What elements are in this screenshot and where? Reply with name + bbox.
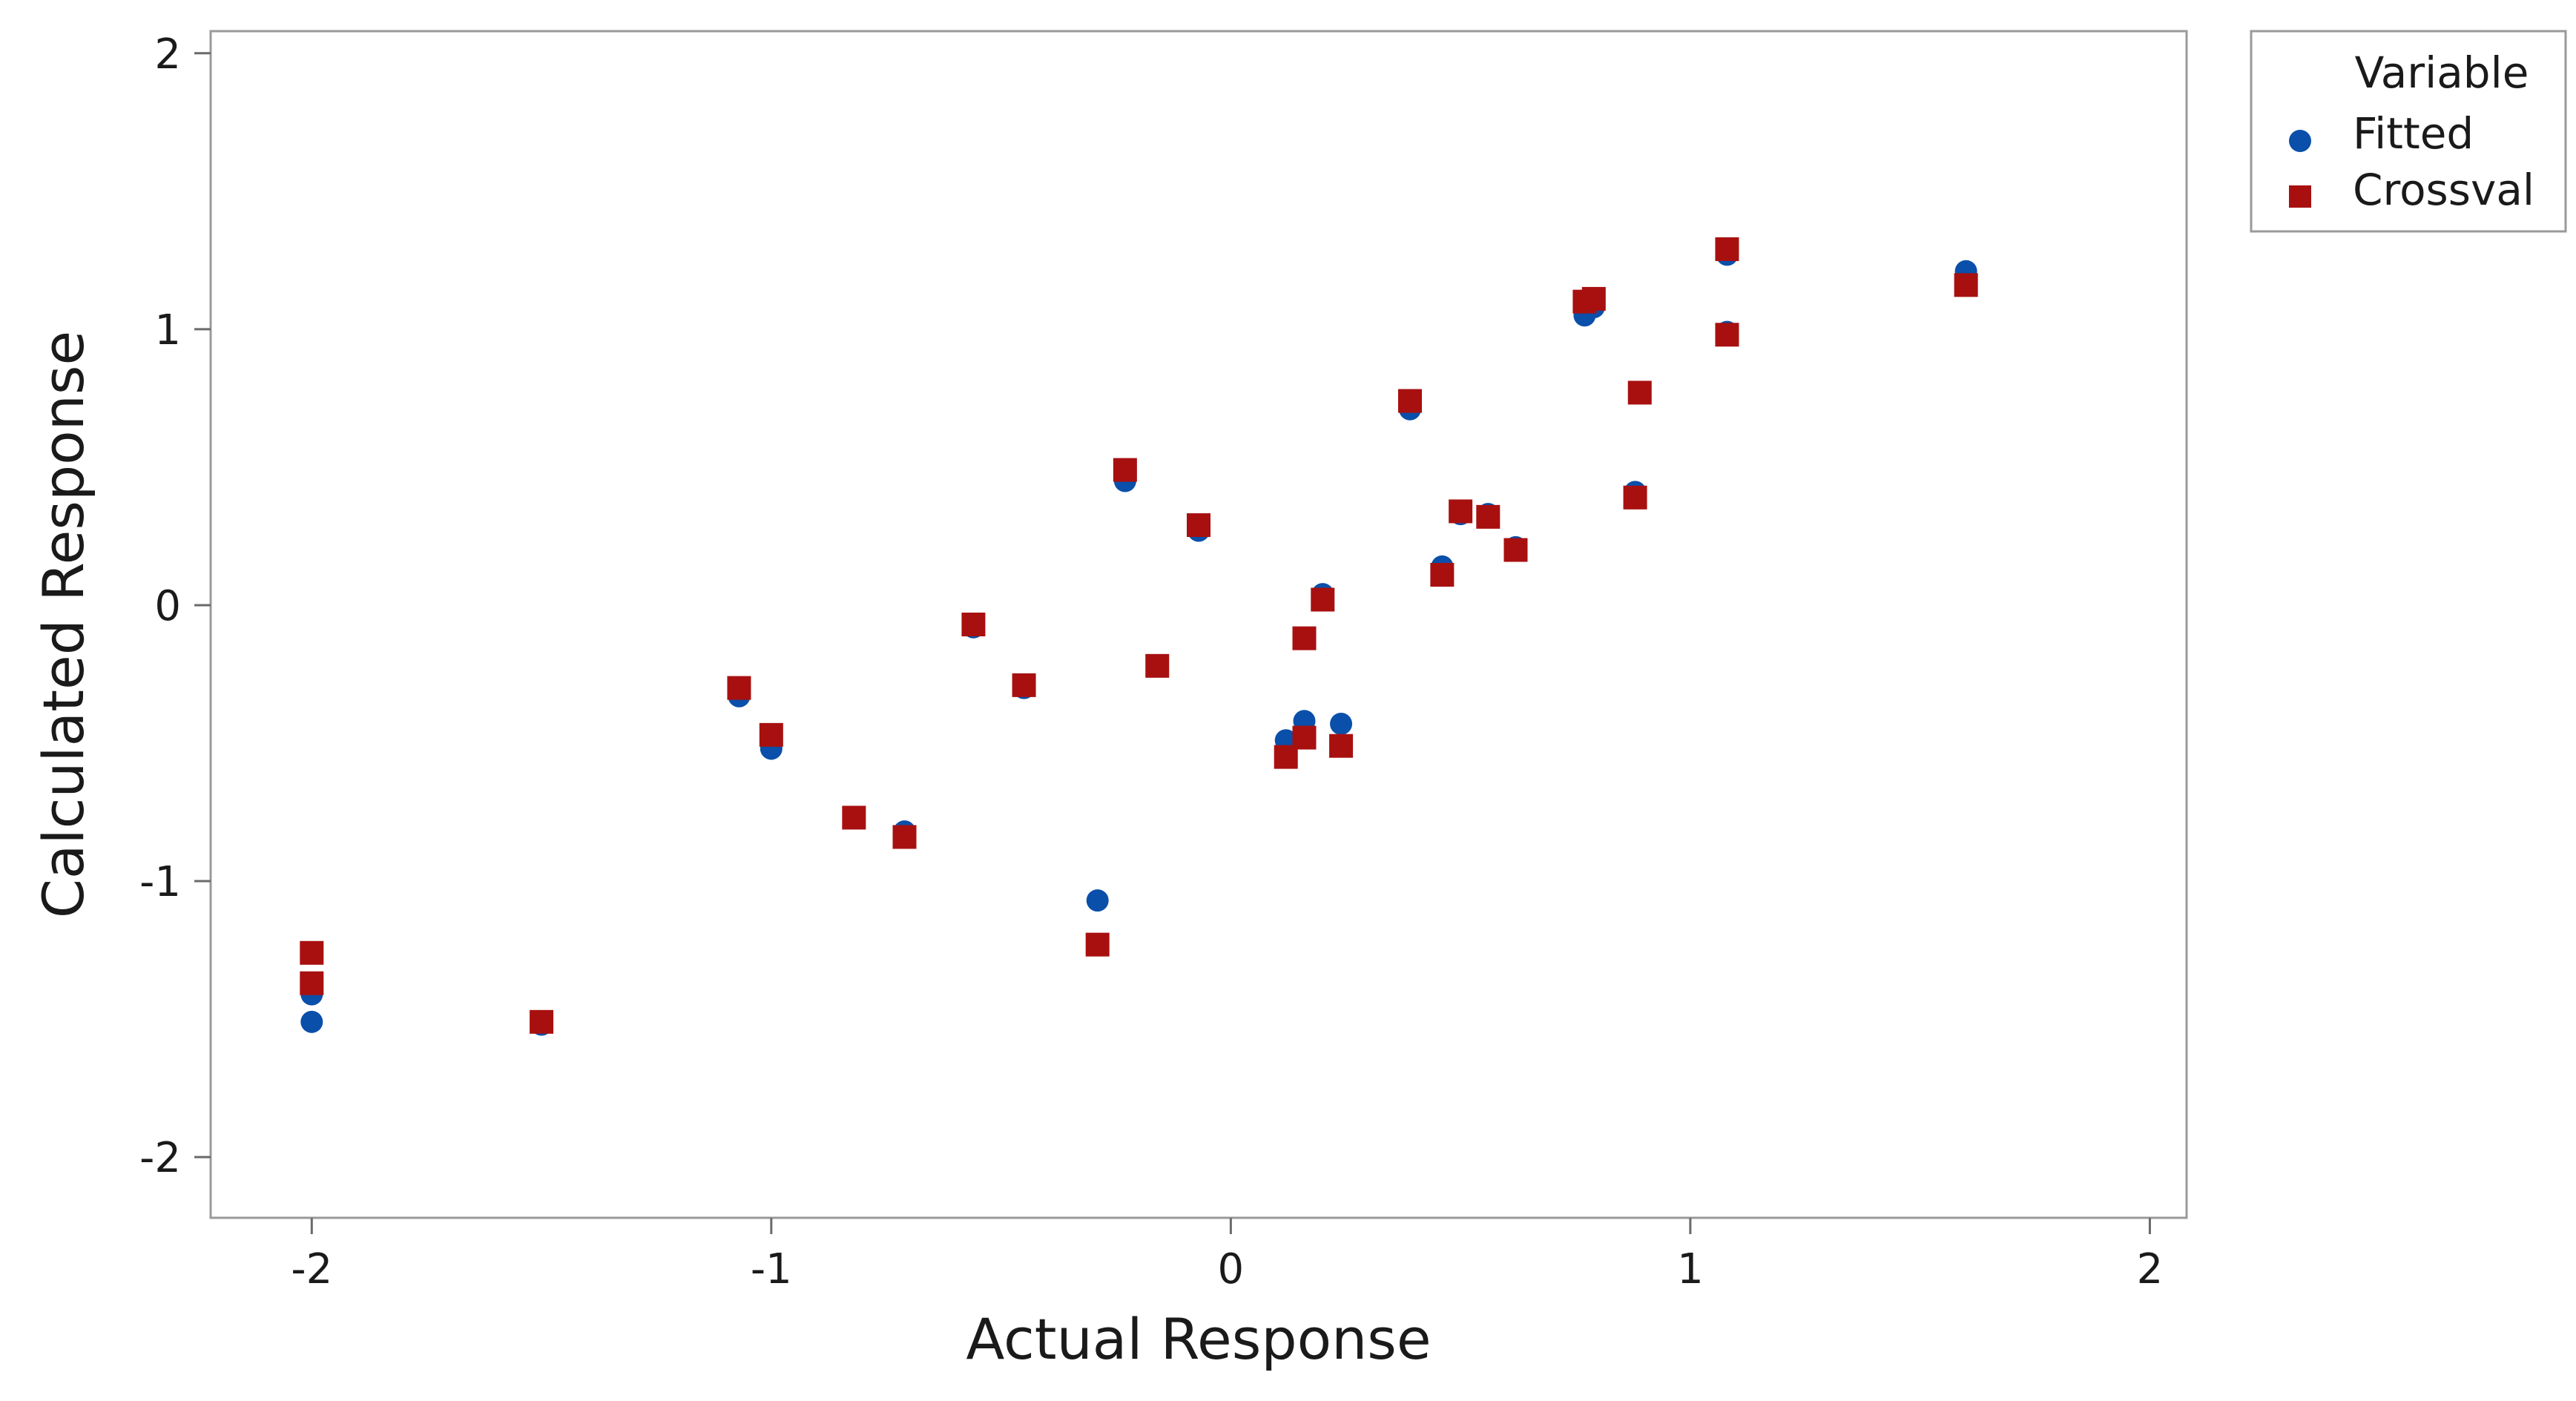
fitted-point xyxy=(300,1010,323,1033)
x-tick-label: 2 xyxy=(2137,1245,2164,1293)
crossval-point xyxy=(1581,286,1606,311)
legend-crossval-label: Crossval xyxy=(2353,165,2534,215)
x-tick-label: -2 xyxy=(291,1245,332,1293)
series-crossval xyxy=(300,237,1978,1034)
y-tick-label: 0 xyxy=(154,582,181,630)
y-tick-label: 2 xyxy=(154,30,181,79)
crossval-point xyxy=(1476,504,1501,529)
y-tick-label: 1 xyxy=(154,306,181,355)
crossval-point xyxy=(1503,538,1528,562)
crossval-point xyxy=(1715,323,1739,347)
legend: Variable Fitted Crossval xyxy=(2250,30,2567,233)
crossval-point xyxy=(1113,458,1137,482)
crossval-point xyxy=(300,940,324,965)
crossval-point xyxy=(1292,725,1317,750)
crossval-point xyxy=(1954,273,1978,297)
crossval-point xyxy=(961,613,986,636)
crossval-point xyxy=(759,722,783,747)
crossval-point xyxy=(1623,485,1647,510)
data-points xyxy=(300,237,1978,1036)
crossval-point xyxy=(1145,653,1170,678)
crossval-point xyxy=(1187,513,1210,538)
crossval-point xyxy=(1715,237,1739,261)
fitted-point xyxy=(1330,712,1353,735)
x-tick-label: -1 xyxy=(751,1245,792,1293)
y-axis-title: Calculated Response xyxy=(30,331,96,918)
axes: -2 -1 0 1 2 -2 -1 0 1 2 xyxy=(139,30,2163,1293)
y-tick-label: -2 xyxy=(139,1134,181,1182)
crossval-point xyxy=(1311,587,1335,612)
legend-fitted-marker xyxy=(2289,130,2311,152)
crossval-point xyxy=(1329,734,1354,758)
crossval-point xyxy=(892,825,917,849)
crossval-point xyxy=(1627,380,1652,405)
x-tick-label: 0 xyxy=(1218,1245,1245,1293)
crossval-point xyxy=(1397,389,1422,413)
x-tick-label: 1 xyxy=(1677,1245,1704,1293)
legend-crossval-marker xyxy=(2289,185,2311,208)
crossval-point xyxy=(842,805,866,830)
legend-fitted-label: Fitted xyxy=(2353,108,2474,159)
crossval-point xyxy=(1449,499,1473,524)
crossval-point xyxy=(727,676,751,700)
crossval-point xyxy=(530,1009,554,1034)
crossval-point xyxy=(1085,932,1110,957)
plot-area-frame xyxy=(209,30,2188,1219)
crossval-point xyxy=(1012,673,1036,697)
crossval-point xyxy=(1430,563,1455,587)
legend-title: Variable xyxy=(2355,47,2529,98)
crossval-point xyxy=(1292,626,1317,650)
x-axis-title: Actual Response xyxy=(966,1306,1431,1372)
y-tick-label: -1 xyxy=(139,858,181,906)
fitted-point xyxy=(1086,889,1109,912)
crossval-point xyxy=(300,971,324,995)
